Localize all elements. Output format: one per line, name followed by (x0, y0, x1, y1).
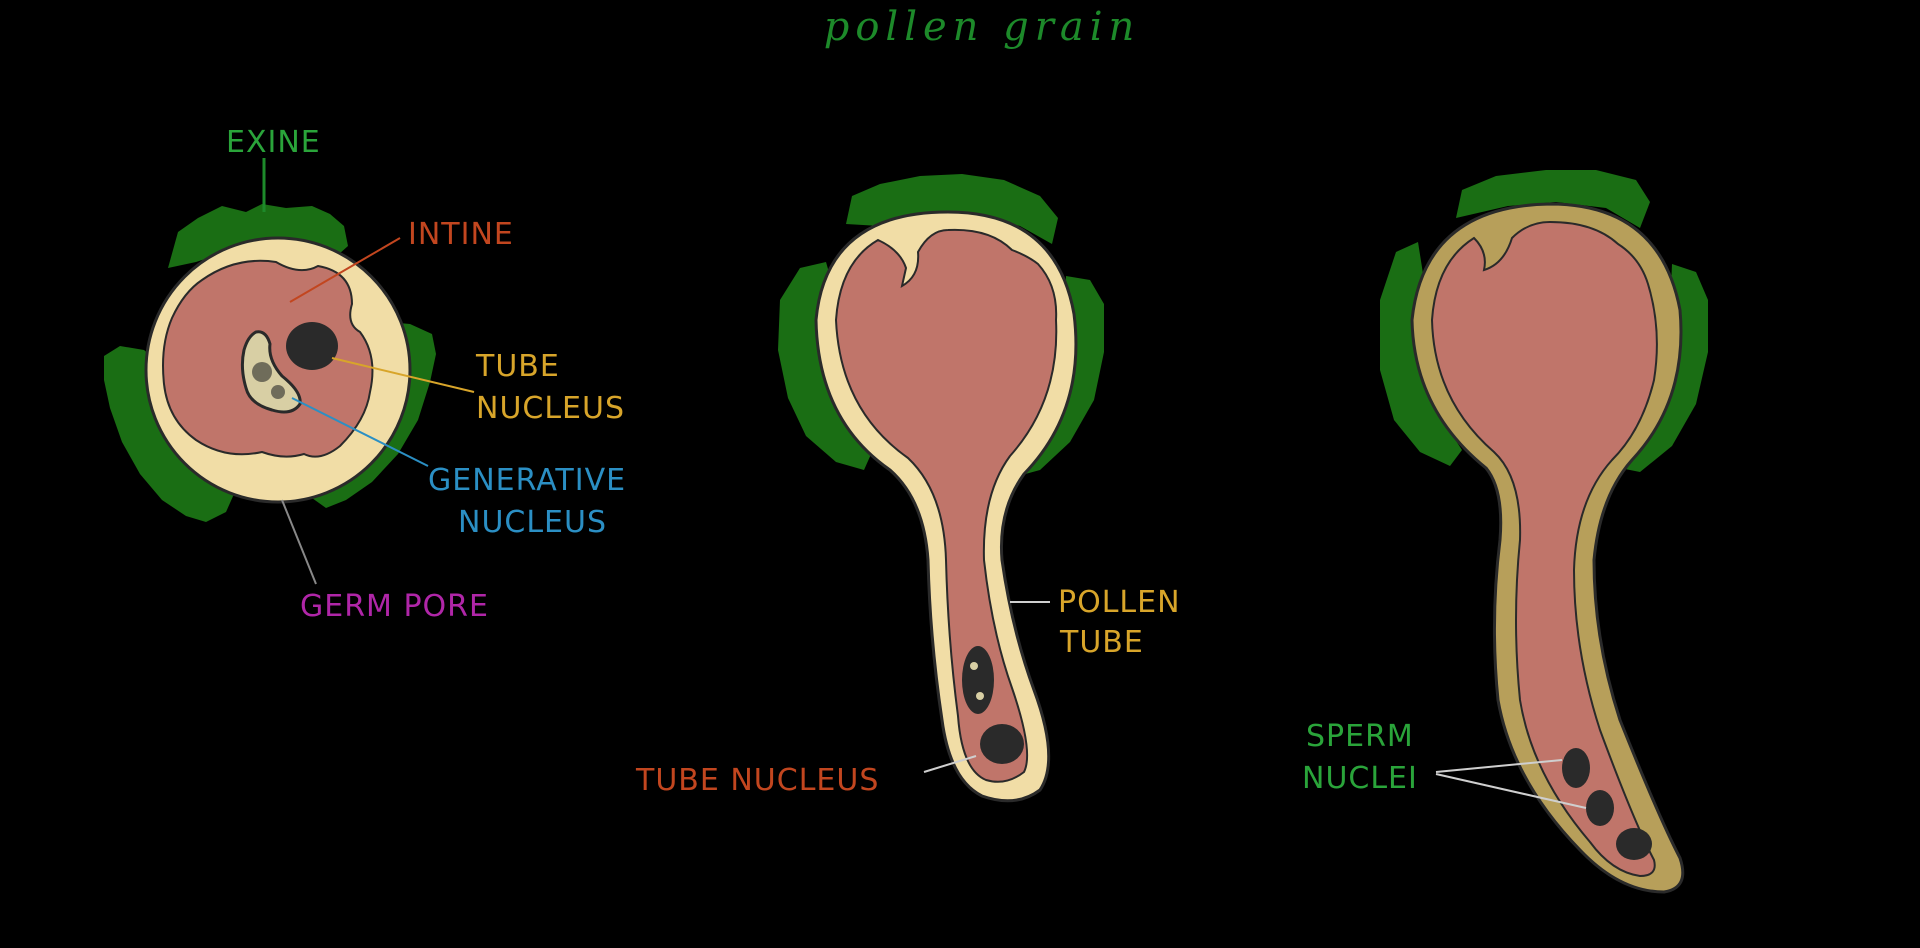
generative-nucleus-speckle (976, 692, 984, 700)
cytoplasm (1430, 220, 1658, 878)
generative-nucleus-label-line1: GENERATIVE (428, 463, 626, 498)
sperm-nuclei-label-line1: SPERM (1306, 719, 1414, 754)
sperm-nucleus (1562, 748, 1590, 788)
tube-nucleus-leader (923, 755, 977, 773)
tube-nucleus-label: TUBE NUCLEUS (635, 763, 879, 798)
exine-segment (1620, 264, 1708, 472)
generative-nucleus-speckle (252, 362, 272, 382)
diagram-title: pollen grain (824, 4, 1141, 50)
exine-segment (846, 174, 1058, 244)
pollen-grain-germinating: POLLEN TUBE TUBE NUCLEUS (635, 174, 1181, 803)
generative-nucleus (962, 646, 994, 714)
tube-nucleus-label-line1: TUBE (475, 349, 560, 384)
exine-segment (1456, 170, 1650, 228)
tube-nucleus-label-line2: NUCLEUS (476, 391, 625, 426)
intine-leader (289, 237, 401, 303)
germ-pore-label: GERM PORE (300, 589, 489, 624)
intine-label: INTINE (408, 217, 514, 252)
tube-nucleus (980, 724, 1024, 764)
pollen-grain-sperm-stage: SPERM NUCLEI (1302, 170, 1708, 894)
sperm-nuclei-label-line2: NUCLEI (1302, 761, 1418, 796)
tube-nucleus (1616, 828, 1652, 860)
generative-nucleus-leader (291, 397, 429, 467)
generative-nucleus-speckle (271, 385, 285, 399)
exine-label: EXINE (226, 125, 321, 160)
germ-pore-leader (281, 499, 317, 585)
generative-nucleus-speckle (970, 662, 978, 670)
tube-nucleus-leader (331, 357, 475, 393)
pollen-tube-label-line1: POLLEN (1058, 585, 1181, 620)
cytoplasm (834, 228, 1058, 783)
sperm-nuclei-leader (1435, 773, 1587, 809)
generative-nucleus-label-line2: NUCLEUS (458, 505, 607, 540)
pollen-tube-label-line2: TUBE (1059, 625, 1144, 660)
tube-nucleus (286, 322, 338, 370)
pollen-grain-mature: EXINE INTINE TUBE NUCLEUS GENERATIVE NUC… (104, 125, 626, 624)
sperm-nucleus (1586, 790, 1614, 826)
sperm-nuclei-leader (1435, 759, 1563, 773)
